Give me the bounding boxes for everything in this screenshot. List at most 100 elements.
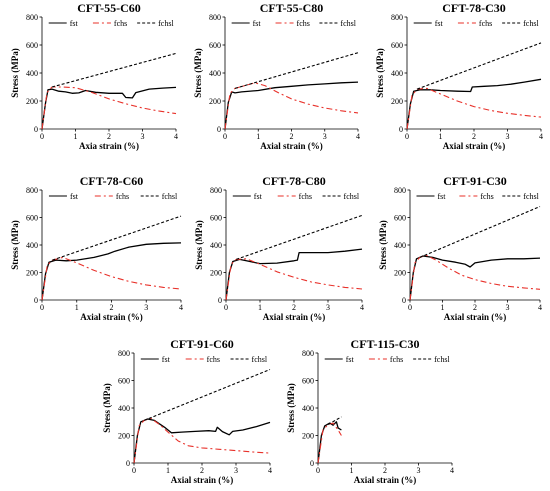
legend-label-fst: fst [253, 19, 262, 28]
y-tick-label: 400 [210, 241, 222, 250]
chart-panel: 0 200 400 600 800 0 1 2 3 4 CFT-115-C30 Axial strai… [286, 337, 454, 485]
x-tick-label: 2 [290, 132, 294, 141]
x-tick-label: 2 [292, 303, 296, 312]
series-line-fchs [406, 87, 542, 130]
x-tick-label: 4 [179, 303, 183, 312]
y-tick-label: 400 [209, 69, 221, 78]
legend-label-fchsl: fchsl [523, 192, 539, 201]
y-tick-label: 0 [218, 296, 222, 305]
series-line-fst [41, 86, 177, 130]
series-line-fst [406, 78, 542, 130]
series-line-fst [317, 421, 342, 464]
x-tick-label: 0 [40, 132, 44, 141]
y-tick-label: 200 [391, 97, 403, 106]
chart-title: CFT-91-C30 [443, 174, 507, 188]
series-line-fchsl [327, 416, 342, 425]
x-axis-label: Axial strain (%) [444, 312, 507, 322]
x-tick-label: 1 [439, 132, 443, 141]
x-tick-label: 0 [408, 303, 412, 312]
legend-label-fchsl: fchsl [523, 19, 539, 28]
x-tick-label: 1 [74, 132, 78, 141]
y-tick-label: 200 [394, 268, 406, 277]
y-tick-label: 800 [302, 349, 314, 358]
x-tick-label: 3 [417, 466, 421, 475]
y-axis-label: Stress (MPa) [286, 383, 296, 433]
series-line-fchsl [52, 215, 182, 261]
y-tick-label: 800 [394, 186, 406, 195]
legend-label-fchs: fchs [116, 192, 129, 201]
y-tick-label: 0 [217, 125, 221, 134]
y-tick-label: 600 [26, 213, 38, 222]
series-line-fst [224, 81, 359, 130]
series-line-fchsl [143, 368, 271, 421]
x-tick-label: 4 [538, 303, 542, 312]
x-tick-label: 1 [441, 303, 445, 312]
y-tick-label: 200 [118, 431, 130, 440]
y-tick-label: 400 [394, 241, 406, 250]
x-tick-label: 2 [383, 466, 387, 475]
x-tick-label: 4 [360, 303, 364, 312]
y-axis-label: Stress (MPa) [378, 220, 388, 270]
legend-label-fchsl: fchsl [434, 355, 450, 364]
chart-panel: 0 200 400 600 800 0 1 2 3 4 CFT-78-C80 Axial strain… [194, 174, 364, 322]
x-tick-label: 1 [258, 303, 262, 312]
y-tick-label: 400 [118, 404, 130, 413]
y-tick-label: 800 [391, 13, 403, 22]
y-tick-label: 200 [26, 97, 38, 106]
y-tick-label: 800 [209, 13, 221, 22]
series-line-fst [225, 248, 363, 301]
y-tick-label: 800 [26, 13, 38, 22]
x-tick-label: 4 [174, 132, 178, 141]
chart-panel: 0 200 400 600 800 0 1 2 3 4 CFT-78-C30 Axial strain… [375, 1, 543, 151]
y-tick-label: 0 [399, 125, 403, 134]
y-tick-label: 600 [26, 41, 38, 50]
y-axis-label: Stress (MPa) [375, 48, 385, 98]
x-tick-label: 2 [200, 466, 204, 475]
x-tick-label: 2 [107, 132, 111, 141]
y-tick-label: 600 [302, 376, 314, 385]
y-tick-label: 800 [210, 186, 222, 195]
y-tick-label: 600 [394, 213, 406, 222]
x-axis-label: Axial strain (%) [263, 312, 326, 322]
series-line-fst [133, 418, 271, 464]
x-tick-label: 0 [316, 466, 320, 475]
series-line-fchs [41, 256, 182, 301]
chart-title: CFT-78-C60 [80, 174, 144, 188]
y-tick-label: 200 [302, 431, 314, 440]
chart-title: CFT-115-C30 [351, 337, 420, 351]
legend-label-fst: fst [70, 192, 79, 201]
x-tick-label: 3 [234, 466, 238, 475]
x-tick-label: 3 [506, 132, 510, 141]
legend-label-fchs: fchs [390, 355, 403, 364]
series-line-fchsl [416, 42, 542, 90]
x-tick-label: 0 [40, 303, 44, 312]
x-tick-label: 0 [132, 466, 136, 475]
y-axis-label: Stress (MPa) [194, 220, 204, 270]
y-axis-label: Stress (MPa) [10, 220, 20, 270]
x-tick-label: 0 [405, 132, 409, 141]
y-tick-label: 600 [118, 376, 130, 385]
chart-title: CFT-78-C30 [442, 1, 506, 15]
x-tick-label: 2 [473, 303, 477, 312]
legend-label-fst: fst [435, 19, 444, 28]
chart-panel: 0 200 400 600 800 0 1 2 3 4 CFT-55-C60 Axia strain … [10, 1, 178, 151]
x-axis-label: Axial strain (%) [260, 141, 323, 151]
x-tick-label: 3 [323, 132, 327, 141]
y-tick-label: 400 [26, 241, 38, 250]
y-tick-label: 200 [209, 97, 221, 106]
legend-label-fchsl: fchsl [340, 19, 356, 28]
x-axis-label: Axial strain (%) [80, 312, 143, 322]
y-tick-label: 600 [391, 41, 403, 50]
x-tick-label: 4 [268, 466, 272, 475]
chart-panel: 0 200 400 600 800 0 1 2 3 4 CFT-91-C30 Axial strain… [378, 174, 542, 322]
chart-panel: 0 200 400 600 800 0 1 2 3 4 CFT-78-C60 Axial strain… [10, 174, 183, 322]
legend-label-fchs: fchs [479, 19, 492, 28]
legend-label-fchs: fchs [114, 19, 127, 28]
y-tick-label: 0 [402, 296, 406, 305]
legend-label-fchsl: fchsl [162, 192, 178, 201]
x-tick-label: 2 [110, 303, 114, 312]
x-tick-label: 1 [256, 132, 260, 141]
series-line-fchsl [234, 52, 359, 89]
chart-panel: 0 200 400 600 800 0 1 2 3 4 CFT-91-C60 Axial strain… [102, 337, 272, 485]
